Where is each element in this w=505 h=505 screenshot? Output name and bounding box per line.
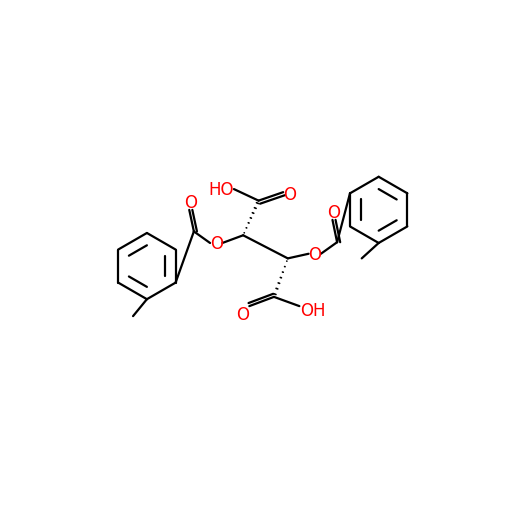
Text: O: O [327,204,340,222]
Text: O: O [184,194,197,212]
Text: O: O [283,185,296,204]
Text: HO: HO [208,181,233,198]
Text: O: O [209,234,222,252]
Text: O: O [308,245,321,263]
Text: OH: OH [299,301,325,319]
Text: O: O [235,305,248,323]
